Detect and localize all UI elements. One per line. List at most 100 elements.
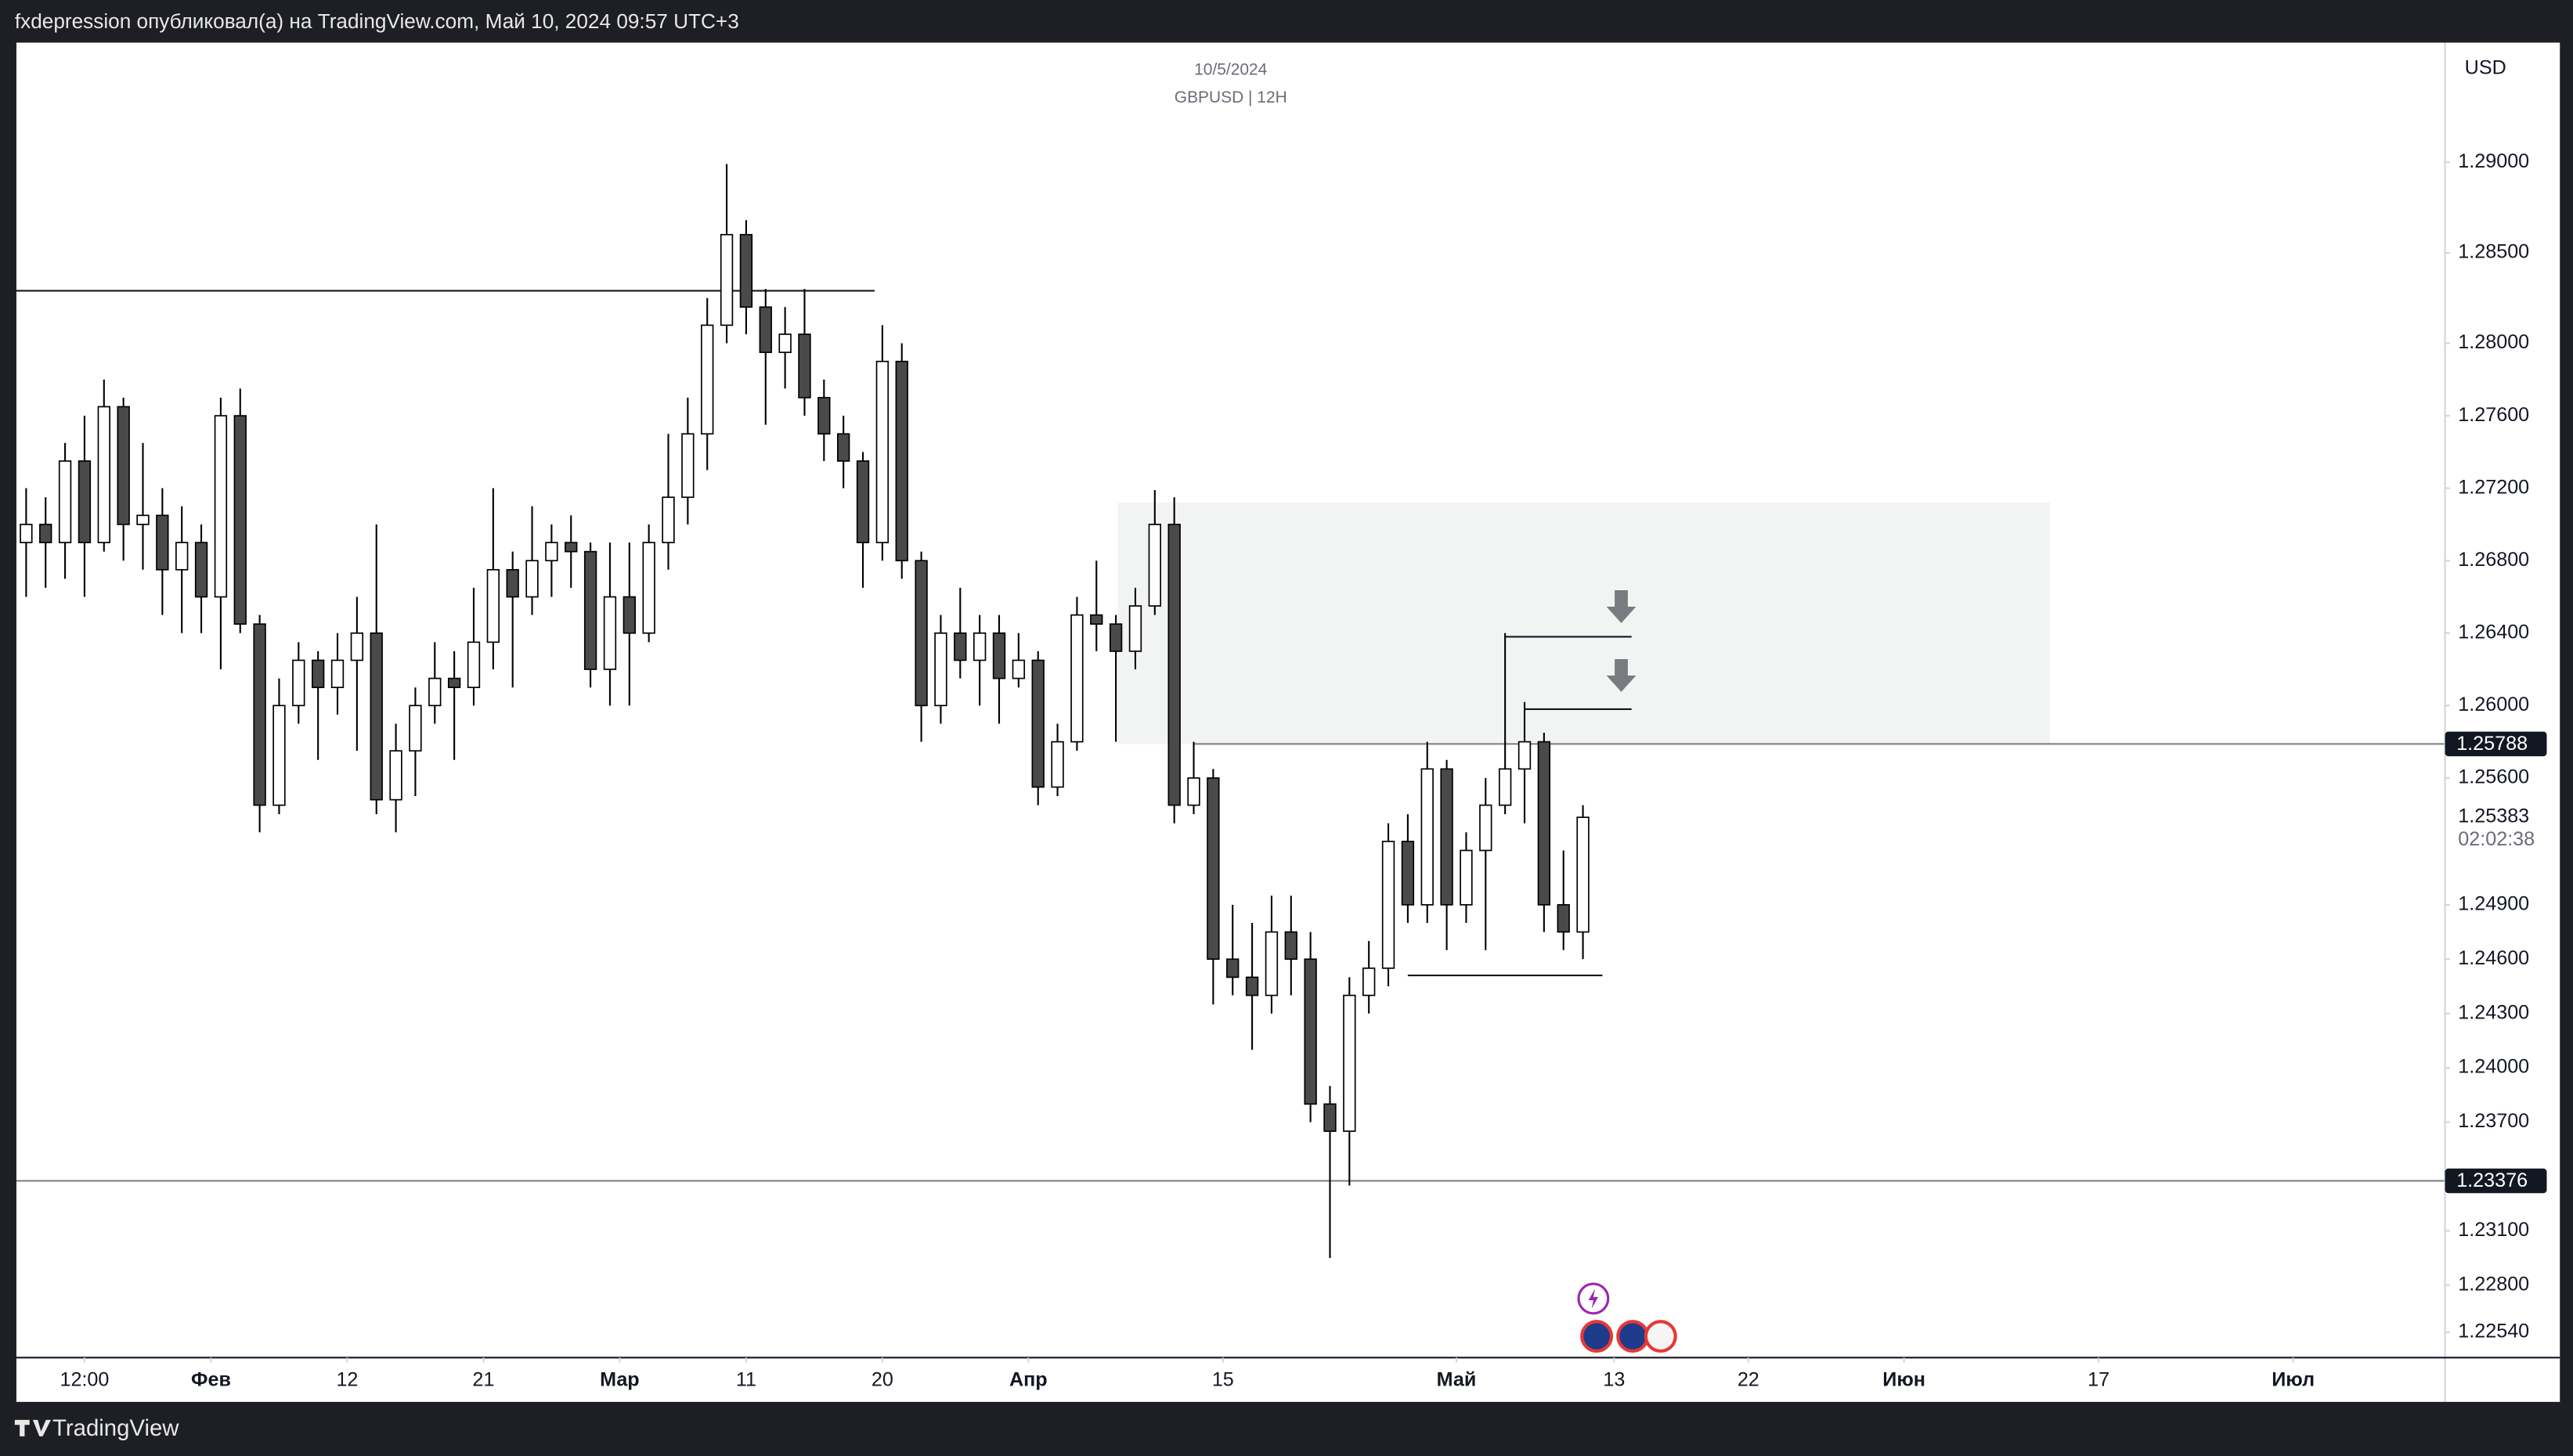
- event-icons: [1577, 1282, 1677, 1353]
- candle-body: [370, 632, 383, 801]
- brand-logo: [14, 1419, 51, 1436]
- candle-body: [20, 524, 33, 543]
- x-tick-label: Май: [1437, 1368, 1477, 1390]
- y-tick-label: 1.26400: [2458, 621, 2529, 643]
- x-tick-label: Июл: [2272, 1368, 2315, 1390]
- candle-body: [875, 360, 890, 543]
- candle-body: [759, 306, 772, 353]
- candle-body: [447, 677, 461, 689]
- candle-body: [545, 542, 558, 562]
- last-price-bg: [2446, 804, 2559, 854]
- candle-body: [311, 659, 325, 689]
- candle-body: [1226, 958, 1240, 978]
- y-tick-label: 1.29000: [2458, 150, 2529, 172]
- candle-body: [856, 460, 870, 543]
- candle-body: [1557, 904, 1570, 933]
- candle-body: [117, 405, 130, 525]
- y-tick-label: 1.26800: [2458, 549, 2529, 571]
- plot: [16, 164, 2445, 1259]
- candle-body: [1031, 659, 1045, 788]
- candle-body: [1381, 841, 1395, 969]
- countdown: 02:02:38: [2458, 828, 2535, 850]
- candle-body: [1440, 768, 1453, 906]
- candle-body: [292, 659, 305, 707]
- candle-body: [272, 705, 286, 806]
- candle-body: [992, 632, 1006, 679]
- candle-body: [506, 568, 519, 598]
- x-tick-label: 21: [472, 1368, 494, 1390]
- candle-body: [720, 233, 734, 326]
- flag-icon[interactable]: [1616, 1320, 1650, 1353]
- candle-body: [1576, 816, 1590, 933]
- candle-body: [1167, 524, 1181, 806]
- logo-mark: [14, 1419, 51, 1436]
- x-tick-label: 12: [336, 1368, 358, 1390]
- x-tick-label: 20: [872, 1368, 893, 1390]
- candle-body: [175, 542, 189, 571]
- x-tick-label: 22: [1738, 1368, 1759, 1390]
- candle-body: [701, 324, 714, 435]
- flag-icon[interactable]: [1580, 1320, 1614, 1353]
- y-tick-label: 1.28000: [2458, 331, 2529, 353]
- candle-body: [1498, 768, 1512, 806]
- candle-body: [428, 677, 442, 707]
- candle-body: [58, 460, 72, 543]
- candle-body: [934, 632, 947, 707]
- publish-info: fxdepression опубликовал(а) на TradingVi…: [15, 9, 739, 33]
- candle-body: [915, 560, 928, 707]
- candle-body: [1362, 968, 1376, 996]
- flag-icon[interactable]: [1644, 1320, 1677, 1353]
- candle-body: [778, 333, 792, 353]
- brand: TradingView: [52, 1415, 179, 1441]
- x-tick-label: Фев: [191, 1368, 231, 1390]
- y-tick-label: 1.28500: [2458, 241, 2529, 263]
- chart-symbol: GBPUSD | 12H: [1175, 88, 1287, 106]
- candle-body: [817, 397, 831, 435]
- candle-body: [1187, 777, 1200, 806]
- candle-body: [1323, 1103, 1337, 1132]
- x-tick-label: 11: [736, 1368, 756, 1390]
- candle-body: [409, 705, 422, 752]
- candle-body: [78, 460, 92, 543]
- x-tick-label: 17: [2088, 1368, 2109, 1390]
- y-tick-label: 1.27200: [2458, 476, 2529, 498]
- last-price: 1.25383: [2458, 805, 2529, 827]
- candle-body: [1460, 849, 1473, 906]
- candle-body: [253, 623, 266, 806]
- y-tick-label: 1.23100: [2458, 1219, 2529, 1241]
- candle-body: [1012, 659, 1026, 679]
- y-tick-label: 1.25600: [2458, 766, 2529, 788]
- y-tick-label: 1.24600: [2458, 947, 2529, 969]
- candle-body: [603, 596, 617, 670]
- candle-body: [954, 632, 967, 661]
- y-tick-label: 1.22800: [2458, 1273, 2529, 1295]
- candle-body: [1304, 958, 1317, 1105]
- x-tick-label: Июн: [1882, 1368, 1925, 1390]
- candle-body: [233, 415, 247, 625]
- x-tick-label: 15: [1212, 1368, 1234, 1390]
- candle-body: [739, 233, 753, 308]
- candle-body: [1148, 524, 1161, 607]
- candle-body: [1051, 741, 1064, 788]
- candle-body: [1343, 994, 1356, 1132]
- price-label: 1.25788: [2456, 733, 2528, 755]
- y-tick-label: 1.26000: [2458, 694, 2529, 715]
- candle-body: [565, 542, 578, 553]
- candle-body: [1245, 976, 1259, 996]
- price-label: 1.23376: [2456, 1169, 2528, 1191]
- candle-body: [1479, 804, 1492, 852]
- x-tick-label: 13: [1603, 1368, 1625, 1390]
- candle-body: [156, 514, 169, 571]
- y-tick-label: 1.24000: [2458, 1056, 2529, 1078]
- candle-body: [39, 524, 52, 543]
- candle-body: [642, 542, 655, 634]
- price-label-box: [2445, 731, 2547, 757]
- candle-body: [97, 405, 110, 543]
- candle-body: [1401, 841, 1415, 906]
- candle-body: [467, 641, 481, 689]
- candle-body: [136, 514, 150, 525]
- candle-body: [1070, 614, 1084, 743]
- x-tick-label: 12:00: [60, 1368, 109, 1390]
